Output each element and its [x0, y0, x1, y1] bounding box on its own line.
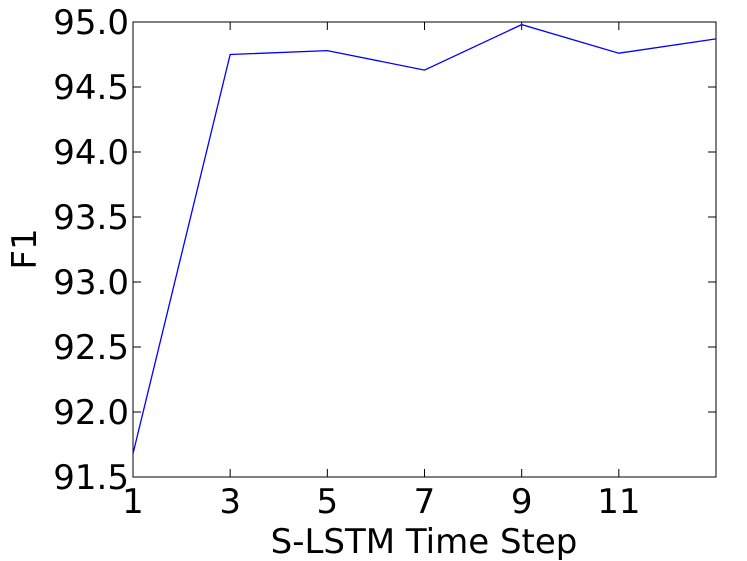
x-tick-label: 3 — [219, 482, 241, 522]
y-tick-label: 92.5 — [53, 328, 129, 368]
x-axis-label: S-LSTM Time Step — [271, 522, 578, 561]
y-tick-label: 94.0 — [53, 133, 129, 173]
y-tick-label: 93.0 — [53, 263, 129, 303]
x-tick-label: 11 — [597, 482, 640, 522]
plot-frame — [132, 21, 717, 478]
x-tick-label: 1 — [122, 482, 144, 522]
line-series — [132, 23, 717, 454]
y-tick-label: 92.0 — [53, 393, 129, 433]
y-tick-label: 94.5 — [53, 68, 129, 108]
y-axis-label: F1 — [5, 228, 45, 269]
y-tick-label: 93.5 — [53, 198, 129, 238]
x-tick-label: 9 — [511, 482, 533, 522]
x-tick-label: 7 — [414, 482, 436, 522]
y-tick-label: 95.0 — [53, 3, 129, 43]
x-tick-label: 5 — [317, 482, 339, 522]
y-tick-label: 91.5 — [53, 458, 129, 498]
